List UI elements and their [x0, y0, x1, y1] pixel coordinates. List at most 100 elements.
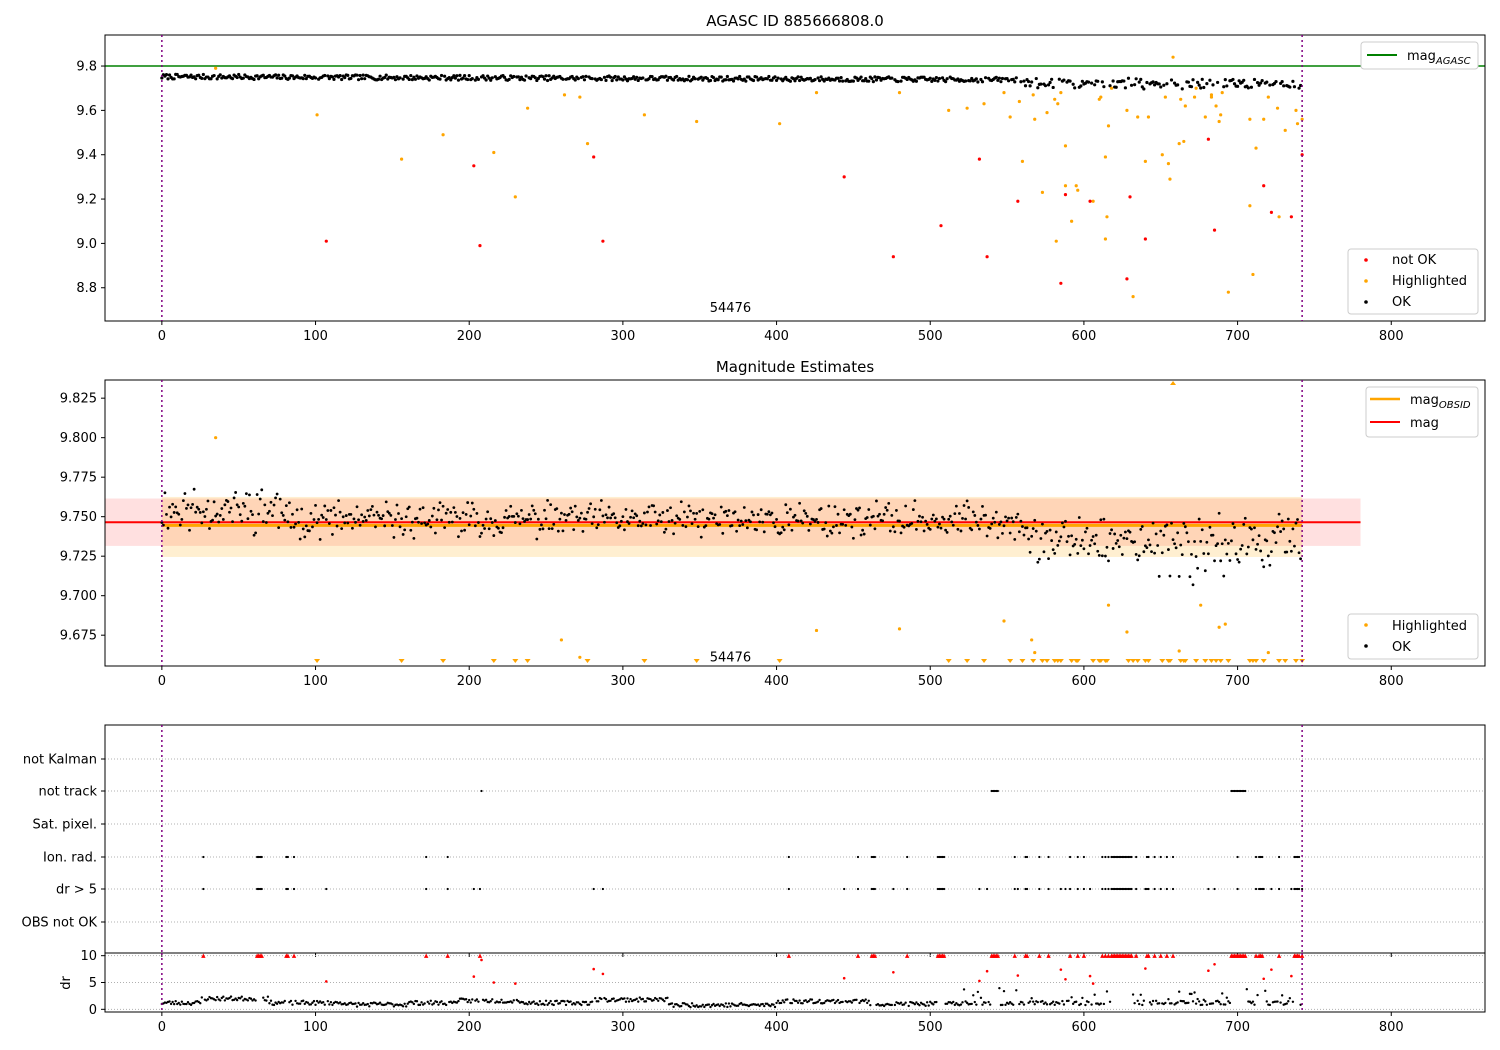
ok-point: [1292, 85, 1297, 89]
ok-point: [1017, 530, 1021, 534]
flag-point: [1119, 855, 1122, 859]
flag-point: [292, 855, 296, 859]
ok-point: [1222, 85, 1226, 89]
ok-point: [891, 525, 895, 529]
dr-point: [959, 1003, 963, 1006]
ok-point: [940, 76, 945, 80]
ok-point: [443, 526, 447, 530]
ok-point: [1108, 532, 1112, 535]
ok-point: [1048, 80, 1052, 85]
lower-limit-marker: [1103, 659, 1110, 663]
dr-point: [318, 1000, 322, 1003]
ok-point: [758, 520, 762, 524]
dr-point: [695, 1004, 698, 1007]
highlighted-point: [1076, 188, 1080, 192]
ok-point: [613, 516, 617, 520]
ok-point: [1002, 524, 1006, 528]
ok-point: [636, 524, 640, 528]
flag-point: [1236, 887, 1239, 891]
dr-point: [1202, 998, 1205, 1002]
not-ok-point: [1059, 281, 1063, 285]
ok-point: [327, 522, 331, 525]
ok-point: [765, 512, 769, 516]
ok-point: [208, 527, 211, 530]
flag-row-label: Sat. pixel.: [33, 818, 97, 833]
dr-point: [624, 1000, 628, 1003]
dr-point: [690, 1002, 694, 1005]
ok-point: [736, 518, 740, 522]
ok-point: [523, 520, 526, 523]
ok-point: [171, 502, 175, 506]
ok-point: [1297, 86, 1301, 90]
dr-point: [484, 998, 488, 1002]
dr-point: [206, 998, 210, 1001]
ok-point: [928, 527, 932, 531]
ok-point: [266, 511, 270, 515]
flag-point: [993, 789, 996, 793]
flag-point: [992, 789, 995, 793]
dr-point: [1041, 999, 1044, 1003]
ok-point: [389, 514, 393, 517]
highlighted-point: [1226, 290, 1230, 294]
ok-point: [275, 76, 279, 80]
ok-point: [363, 515, 367, 519]
highlighted-point: [399, 157, 404, 161]
dr-point: [517, 999, 520, 1003]
dr-point: [1071, 1002, 1075, 1006]
upper-limit-marker: [1170, 381, 1177, 385]
ok-point: [215, 77, 219, 81]
highlighted-point: [1008, 115, 1012, 119]
ok-point: [490, 76, 494, 80]
ok-point: [261, 520, 265, 523]
dr-point: [302, 999, 305, 1002]
flag-point: [260, 855, 263, 859]
ok-point: [550, 527, 554, 531]
highlighted-point: [1146, 115, 1151, 119]
dr-point: [1253, 1003, 1256, 1006]
highlighted-point: [1177, 142, 1181, 146]
ok-point: [1097, 554, 1101, 557]
x-tick-label: 700: [1225, 329, 1250, 344]
dr-high-point: [492, 981, 496, 984]
flag-point: [1068, 887, 1072, 891]
highlighted-point: [1074, 184, 1078, 188]
ok-point: [1047, 557, 1050, 561]
ok-point: [964, 517, 967, 521]
ok-point: [252, 533, 256, 537]
dr-point: [1201, 1003, 1204, 1006]
dr-capped-marker: [872, 953, 878, 958]
ok-point: [435, 518, 439, 522]
ok-point: [1176, 83, 1180, 87]
dr-point: [1131, 993, 1135, 996]
highlighted-point: [1106, 124, 1111, 128]
ok-point: [1117, 545, 1121, 549]
panel1-title: AGASC ID 885666808.0: [706, 12, 884, 30]
flag-point: [1257, 855, 1261, 859]
ok-point: [841, 522, 845, 526]
ok-point: [458, 73, 462, 77]
ok-point: [1030, 80, 1034, 84]
ok-point: [1033, 518, 1037, 522]
ok-point: [217, 520, 221, 524]
flag-point: [787, 887, 790, 891]
ok-point: [933, 519, 937, 523]
ok-point: [710, 512, 714, 516]
ok-point: [1291, 527, 1295, 531]
dr-point: [975, 1003, 978, 1006]
ok-point: [750, 510, 754, 514]
ok-point: [166, 526, 170, 530]
ok-point: [466, 77, 470, 82]
dr-point: [709, 1005, 712, 1009]
dr-point: [368, 1005, 371, 1008]
ok-point: [1145, 546, 1149, 550]
ok-point: [535, 537, 539, 541]
highlighted-point: [1020, 159, 1025, 163]
ok-point: [669, 506, 672, 510]
ok-point: [360, 513, 364, 517]
dr-point: [1264, 989, 1267, 993]
ok-point: [318, 537, 322, 541]
dr-point: [444, 1003, 448, 1007]
ok-point: [481, 74, 485, 78]
ok-point: [206, 499, 210, 503]
ok-point: [1273, 531, 1276, 535]
